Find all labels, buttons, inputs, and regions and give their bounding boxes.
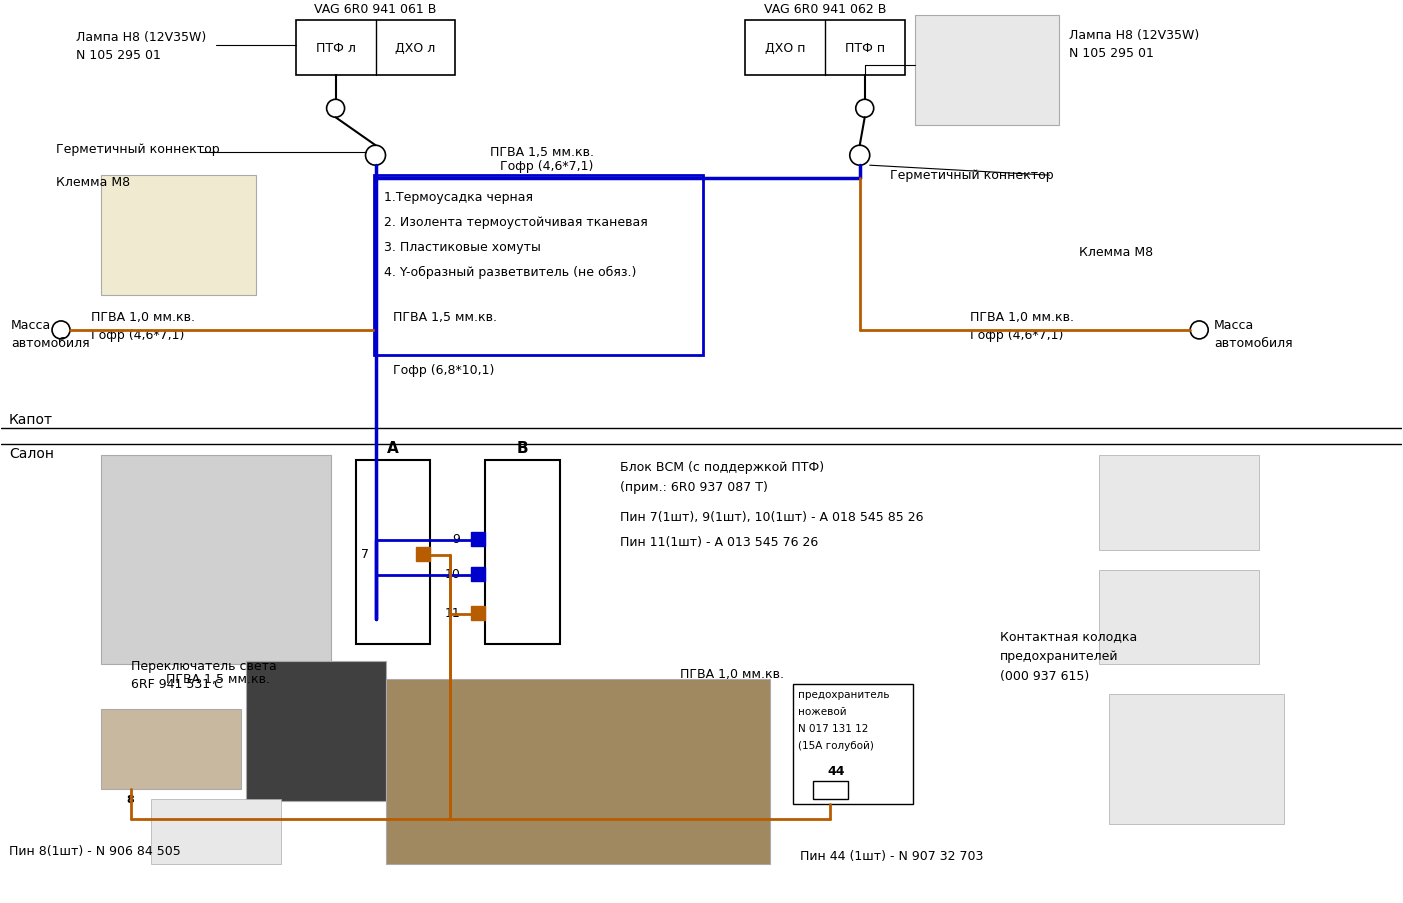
Bar <box>793 684 913 805</box>
Text: Гофр (4,6*7,1): Гофр (4,6*7,1) <box>501 160 593 173</box>
Text: N 105 295 01: N 105 295 01 <box>76 50 161 62</box>
Text: 8: 8 <box>126 795 133 805</box>
Bar <box>417 547 431 561</box>
Text: Салон: Салон <box>8 446 55 461</box>
Text: ПГВА 1,0 мм.кв.: ПГВА 1,0 мм.кв. <box>680 667 784 681</box>
Bar <box>745 22 905 76</box>
Text: (000 937 615): (000 937 615) <box>999 670 1089 683</box>
Text: Герметичный коннектор: Герметичный коннектор <box>890 169 1054 182</box>
Bar <box>1110 694 1284 824</box>
Bar <box>485 461 560 645</box>
Text: ПГВА 1,5 мм.кв.: ПГВА 1,5 мм.кв. <box>166 673 269 685</box>
Bar <box>1100 455 1258 550</box>
Text: 6RF 941 531 С: 6RF 941 531 С <box>130 677 223 691</box>
Text: Клемма М8: Клемма М8 <box>1079 246 1153 259</box>
Text: автомобиля: автомобиля <box>11 337 90 349</box>
Text: ДХО л: ДХО л <box>396 42 435 55</box>
Text: ПГВА 1,0 мм.кв.: ПГВА 1,0 мм.кв. <box>969 311 1073 323</box>
Circle shape <box>856 100 874 118</box>
Text: 1.Термоусадка черная: 1.Термоусадка черная <box>383 191 533 204</box>
Text: Пин 7(1шт), 9(1шт), 10(1шт) - А 018 545 85 26: Пин 7(1шт), 9(1шт), 10(1шт) - А 018 545 … <box>620 510 923 523</box>
Text: Гофр (4,6*7,1): Гофр (4,6*7,1) <box>91 329 184 341</box>
Text: 10: 10 <box>445 567 460 580</box>
Text: ПТФ п: ПТФ п <box>845 42 885 55</box>
Text: Переключатель света: Переключатель света <box>130 660 276 673</box>
Text: предохранитель: предохранитель <box>798 690 890 700</box>
Text: Блок ВСМ (с поддержкой ПТФ): Блок ВСМ (с поддержкой ПТФ) <box>620 461 824 473</box>
Bar <box>101 710 241 789</box>
Circle shape <box>366 146 386 166</box>
Text: Пин 8(1шт) - N 906 84 505: Пин 8(1шт) - N 906 84 505 <box>8 844 181 857</box>
Text: ПТФ л: ПТФ л <box>316 42 355 55</box>
Text: Гофр (6,8*10,1): Гофр (6,8*10,1) <box>393 364 495 377</box>
Circle shape <box>327 100 345 118</box>
Text: Масса: Масса <box>11 319 52 331</box>
Text: ДХО п: ДХО п <box>765 42 805 55</box>
Circle shape <box>1190 321 1208 340</box>
Text: Клемма М8: Клемма М8 <box>56 176 130 189</box>
Text: 2. Изолента термоустойчивая тканевая: 2. Изолента термоустойчивая тканевая <box>383 216 647 228</box>
Text: N 105 295 01: N 105 295 01 <box>1069 47 1155 61</box>
Text: A: A <box>387 441 398 455</box>
Bar <box>101 176 255 295</box>
Text: VAG 6R0 941 061 B: VAG 6R0 941 061 B <box>314 4 436 16</box>
Text: 9: 9 <box>453 532 460 545</box>
Text: автомобиля: автомобиля <box>1214 337 1292 349</box>
Text: ПГВА 1,0 мм.кв.: ПГВА 1,0 мм.кв. <box>91 311 195 323</box>
Text: ПГВА 1,5 мм.кв.: ПГВА 1,5 мм.кв. <box>393 311 498 323</box>
Text: (15А голубой): (15А голубой) <box>798 740 874 750</box>
Bar <box>812 781 847 799</box>
Text: 11: 11 <box>445 607 460 619</box>
Text: Лампа H8 (12V35W): Лампа H8 (12V35W) <box>76 32 206 44</box>
Text: 4. Y-образный разветвитель (не обяз.): 4. Y-образный разветвитель (не обяз.) <box>383 265 636 279</box>
Bar <box>915 16 1059 126</box>
Text: VAG 6R0 941 062 B: VAG 6R0 941 062 B <box>763 4 885 16</box>
Bar <box>471 607 485 620</box>
Text: Контактная колодка: Контактная колодка <box>999 629 1136 643</box>
Text: Гофр (4,6*7,1): Гофр (4,6*7,1) <box>969 329 1063 341</box>
Text: 3. Пластиковые хомуты: 3. Пластиковые хомуты <box>383 241 540 254</box>
Text: Пин 44 (1шт) - N 907 32 703: Пин 44 (1шт) - N 907 32 703 <box>800 849 984 862</box>
Bar <box>296 22 456 76</box>
Text: B: B <box>516 441 528 455</box>
Text: (прим.: 6R0 937 087 Т): (прим.: 6R0 937 087 Т) <box>620 480 767 493</box>
Text: предохранителей: предохранителей <box>999 649 1118 663</box>
Text: Лампа H8 (12V35W): Лампа H8 (12V35W) <box>1069 30 1200 42</box>
Bar <box>246 662 386 801</box>
Bar <box>355 461 431 645</box>
Bar <box>471 532 485 546</box>
Bar <box>386 680 770 864</box>
Bar <box>471 567 485 581</box>
Text: N 017 131 12: N 017 131 12 <box>798 723 868 733</box>
Text: 44: 44 <box>828 764 845 777</box>
Text: Герметичный коннектор: Герметичный коннектор <box>56 143 220 155</box>
Bar <box>373 176 703 356</box>
Text: ножевой: ножевой <box>798 706 846 716</box>
Text: Пин 11(1шт) - А 013 545 76 26: Пин 11(1шт) - А 013 545 76 26 <box>620 535 818 548</box>
Bar <box>152 799 281 864</box>
Circle shape <box>850 146 870 166</box>
Text: Масса: Масса <box>1214 319 1254 331</box>
Text: Капот: Капот <box>8 413 53 426</box>
Bar <box>101 455 331 665</box>
Bar <box>1100 570 1258 665</box>
Text: 7: 7 <box>361 547 369 560</box>
Circle shape <box>52 321 70 340</box>
Text: ПГВА 1,5 мм.кв.: ПГВА 1,5 мм.кв. <box>490 146 595 159</box>
